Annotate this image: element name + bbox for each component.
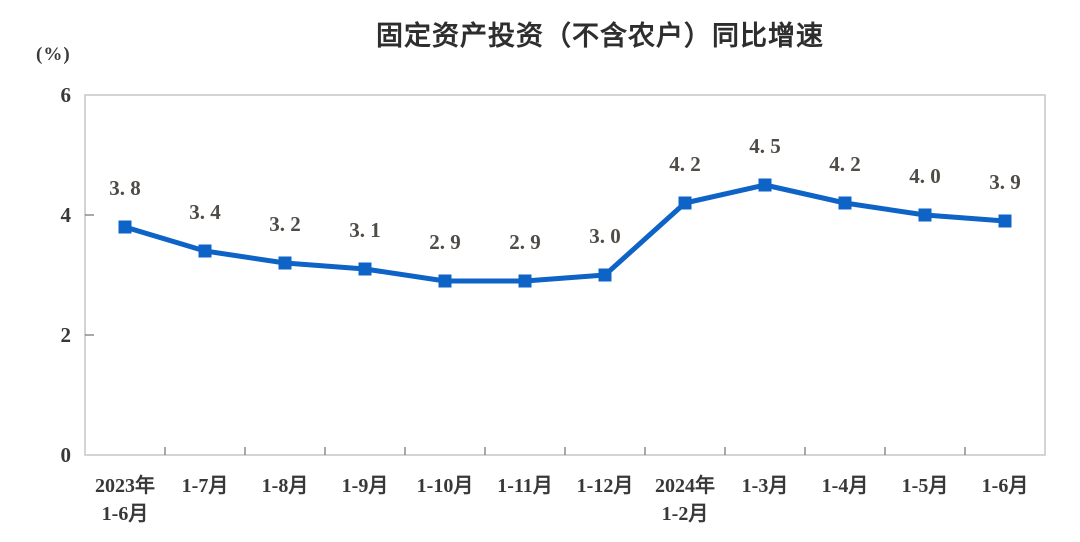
x-tick-label: 1-5月 — [902, 475, 949, 497]
data-point-label: 3. 2 — [269, 212, 301, 236]
data-point-label: 2. 9 — [509, 230, 541, 254]
data-point-marker — [438, 274, 452, 288]
data-point-label: 2. 9 — [429, 230, 461, 254]
y-tick-label: 4 — [61, 203, 72, 227]
x-tick-label: 1-9月 — [342, 475, 389, 497]
x-tick-label: 1-6月 — [982, 475, 1029, 497]
data-point-label: 3. 1 — [349, 218, 381, 242]
series-line — [122, 182, 1008, 284]
data-point-label: 3. 4 — [189, 200, 221, 224]
data-point-label: 4. 5 — [749, 134, 781, 158]
data-point-label: 4. 2 — [829, 152, 861, 176]
data-point-marker — [838, 196, 852, 210]
data-point-label: 4. 0 — [909, 164, 941, 188]
data-point-marker — [758, 178, 772, 192]
plot-border — [84, 94, 1046, 456]
data-point-label: 3. 0 — [589, 224, 621, 248]
data-point-marker — [518, 274, 532, 288]
x-tick-label: 1-3月 — [742, 475, 789, 497]
data-point-marker — [278, 256, 292, 270]
x-tick-label: 1-10月 — [417, 475, 474, 497]
y-tick-label: 2 — [61, 323, 72, 347]
y-tick-label: 6 — [61, 83, 72, 107]
data-point-marker — [358, 262, 372, 276]
data-point-marker — [598, 268, 612, 282]
x-tick-label: 1-7月 — [182, 475, 229, 497]
y-tick-label: 0 — [61, 443, 72, 467]
x-tick-label: 1-12月 — [577, 475, 634, 497]
chart-title: 固定资产投资（不含农户）同比增速 — [376, 21, 824, 51]
data-point-marker — [918, 208, 932, 222]
x-tick-label: 2023年 1-6月 — [95, 473, 155, 525]
data-point-label: 3. 9 — [989, 170, 1021, 194]
data-point-marker — [678, 196, 692, 210]
x-tick-label: 2024年 1-2月 — [655, 473, 715, 525]
y-axis-unit-label: (%) — [36, 44, 71, 65]
x-tick-label: 1-4月 — [822, 475, 869, 497]
x-tick-label: 1-8月 — [262, 475, 309, 497]
data-point-label: 3. 8 — [109, 176, 141, 200]
data-point-marker — [998, 214, 1012, 228]
data-point-marker — [198, 244, 212, 258]
data-point-label: 4. 2 — [669, 152, 701, 176]
data-point-marker — [118, 220, 132, 234]
x-tick-label: 1-11月 — [497, 475, 553, 497]
